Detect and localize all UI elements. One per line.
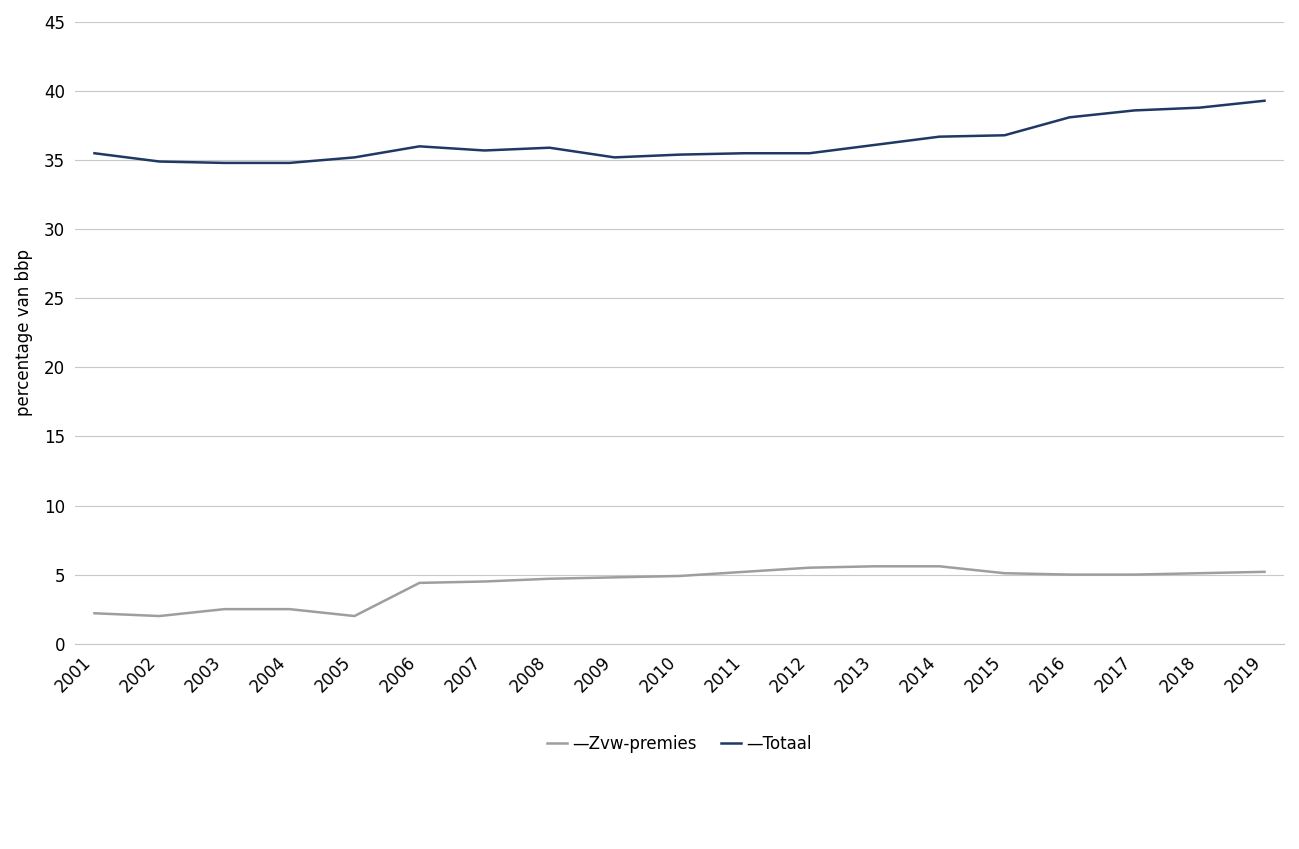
Legend: —Zvw-premies, —Totaal: —Zvw-premies, —Totaal — [540, 728, 818, 760]
Y-axis label: percentage van bbp: percentage van bbp — [16, 250, 32, 416]
